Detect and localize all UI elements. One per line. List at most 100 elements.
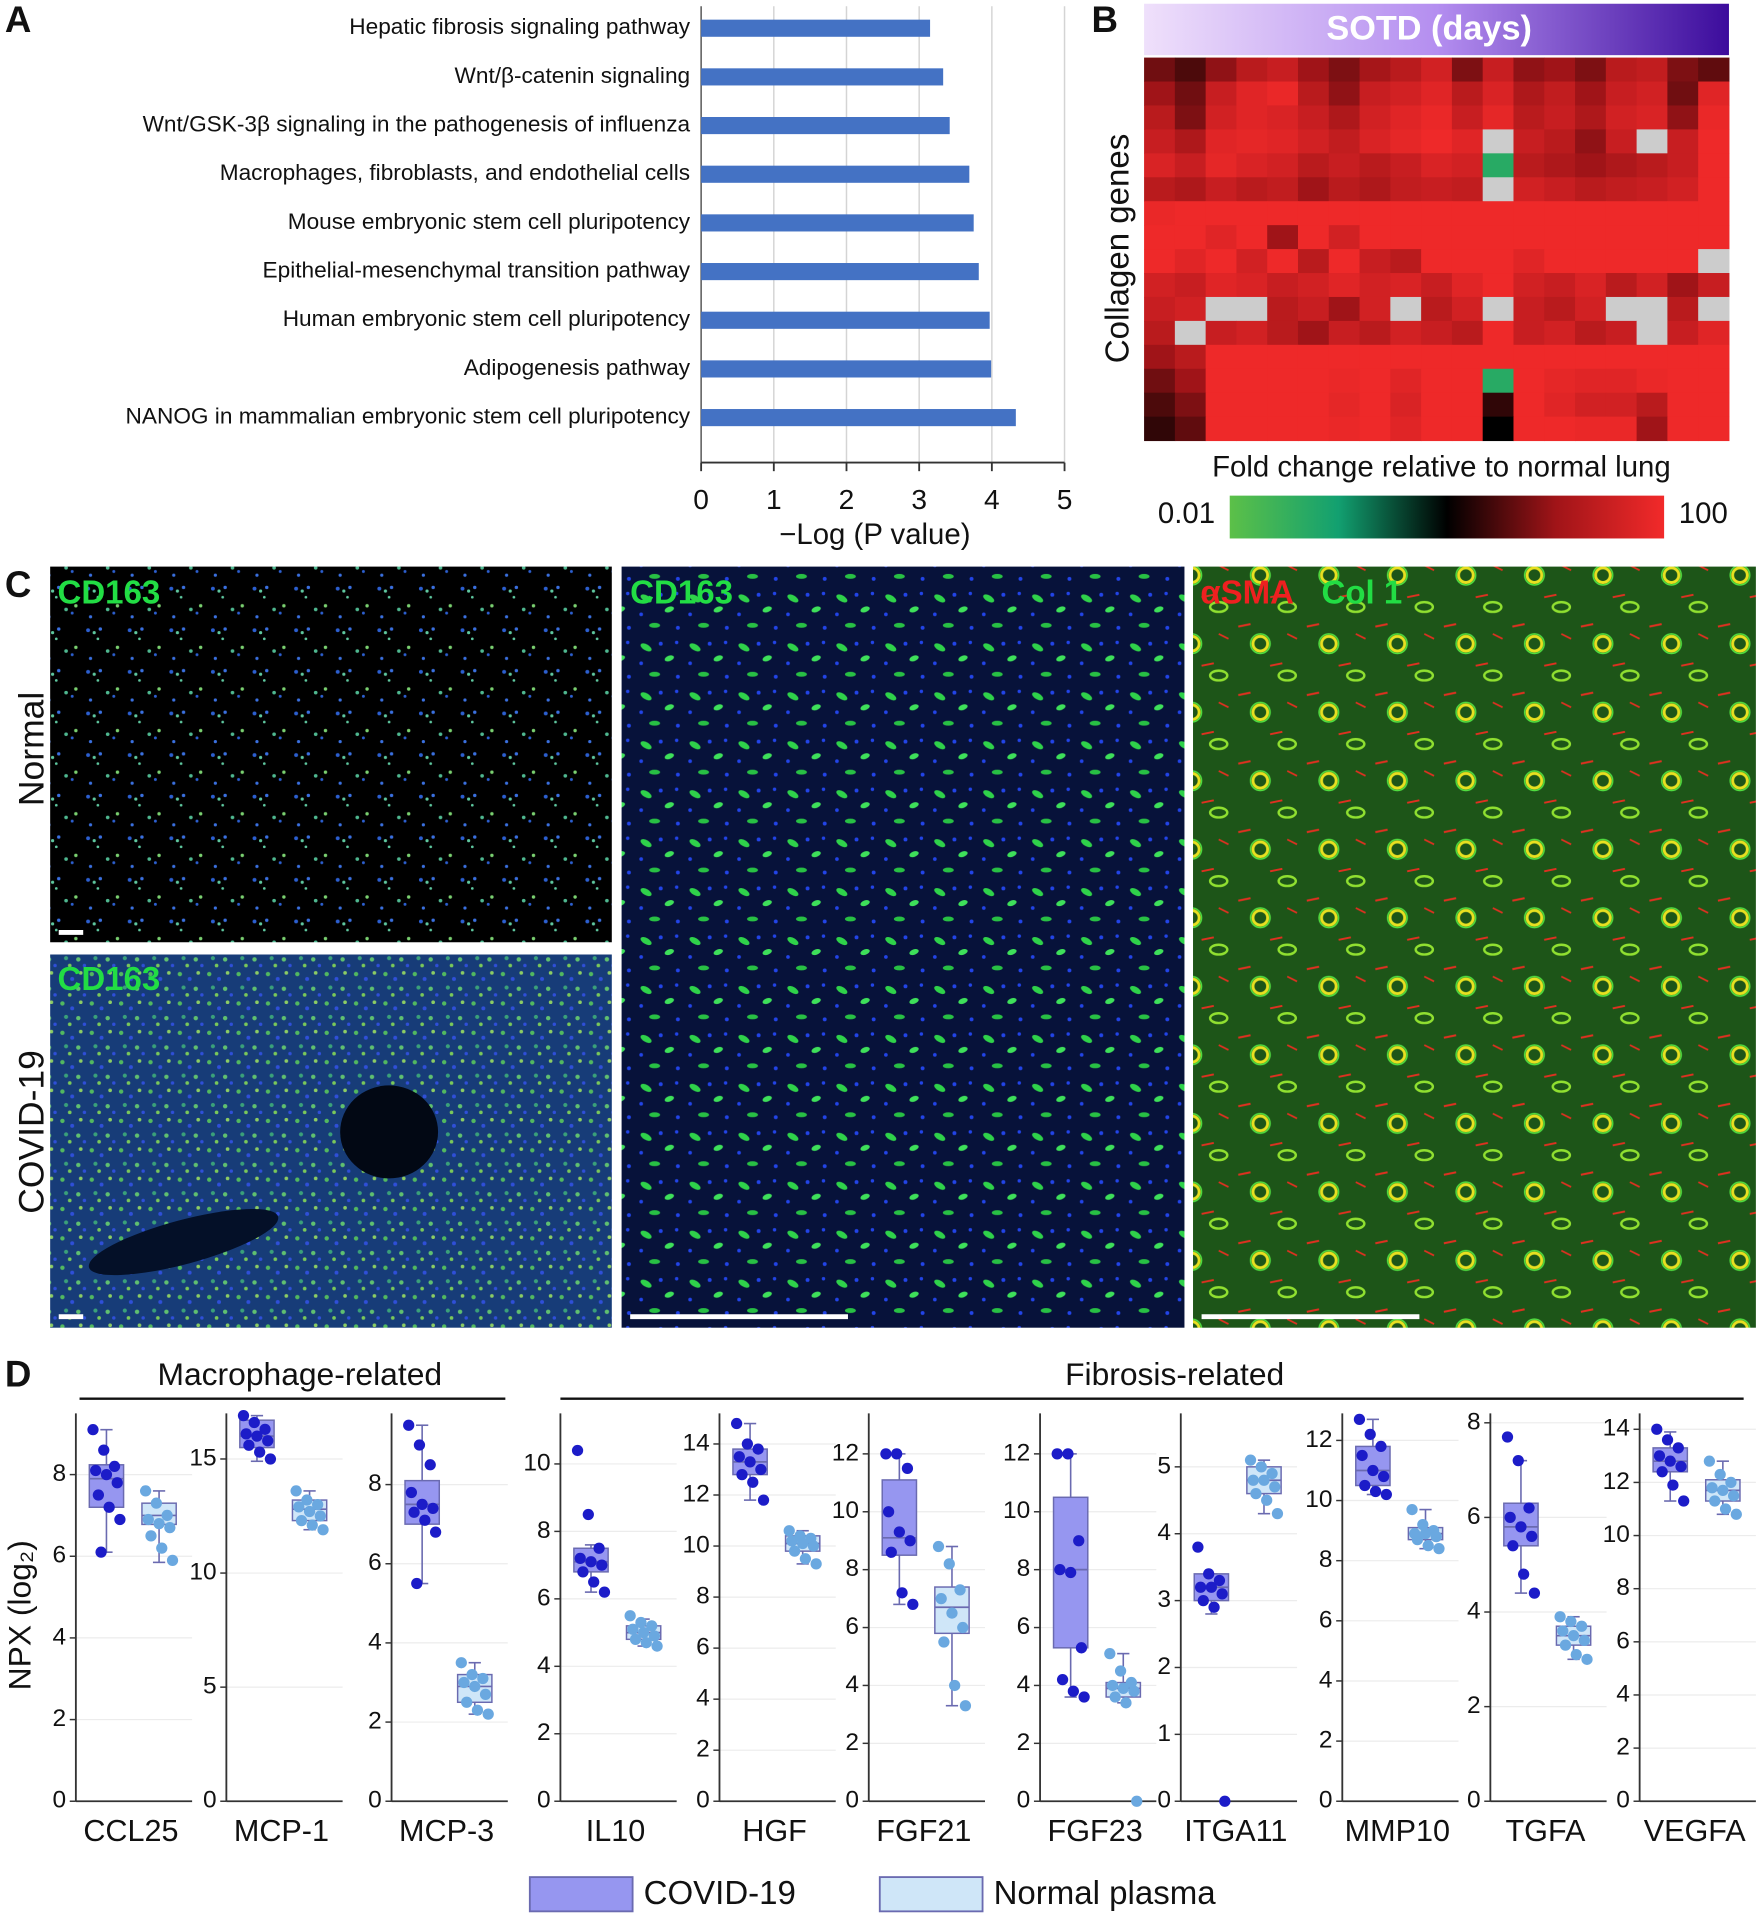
data-point [1378,1470,1390,1483]
data-point [1125,1676,1137,1689]
heatmap-cell [1698,129,1730,154]
y-tick-label: 0 [368,1787,382,1814]
heatmap-cell [1236,153,1268,178]
heatmap-cell [1205,225,1237,250]
heatmap-cell [1236,344,1268,370]
heatmap-cell [1144,177,1176,202]
heatmap-cell [1390,392,1422,418]
heatmap-cell [1482,368,1514,394]
missing-cell [1205,296,1237,322]
heatmap-cell [1482,201,1514,226]
data-point [237,1410,250,1422]
heatmap-cell [1513,129,1545,154]
data-point [1725,1476,1737,1489]
heatmap-cell [1390,344,1422,370]
heatmap-cell [1451,81,1484,106]
y-tick-label: 2 [537,1719,551,1746]
y-tick-label: 12 [682,1480,709,1507]
heatmap-cell [1575,57,1607,83]
heatmap-cell [1421,81,1453,106]
data-point [312,1498,324,1511]
heatmap-cell [1513,368,1545,394]
y-tick-label: 10 [523,1449,550,1476]
colorbar [1229,495,1665,539]
heatmap-cell [1667,416,1699,442]
heatmap-cell [1267,249,1299,274]
heatmap-cell [1359,392,1391,418]
y-tick-label: 2 [1157,1653,1171,1680]
colorbar-label: Fold change relative to normal lung [1212,450,1671,483]
heatmap-cell [1667,177,1699,202]
heatmap-cell [1482,57,1514,83]
data-point [429,1526,442,1538]
data-point [156,1542,168,1554]
heatmap-cell [1636,344,1668,370]
data-point [1208,1601,1220,1613]
y-tick-label: 0 [203,1787,217,1814]
y-tick-label: 4 [368,1628,382,1655]
sotd-gradient [1144,3,1729,56]
data-point [1406,1503,1418,1516]
y-tick-label: 2 [1017,1729,1031,1756]
heatmap-cell [1205,177,1237,202]
y-tick-label: 0 [52,1787,66,1814]
heatmap-cell [1667,296,1699,322]
row-label: COVID-19 [12,1050,52,1214]
data-point [880,1448,892,1460]
heatmap-cell [1605,416,1638,442]
heatmap-cell [1267,296,1299,322]
heatmap-cell [1205,81,1237,106]
heatmap-cell [1605,368,1638,394]
heatmap-cell [1421,320,1453,346]
heatmap-cell [1605,249,1638,274]
x-tick-label: FGF23 [1048,1814,1143,1848]
heatmap-cell [1575,344,1607,370]
data-point [1128,1685,1140,1697]
missing-cell [1636,320,1668,346]
row-label: Normal [12,692,52,806]
heatmap-cell [1482,320,1514,346]
heatmap-cell [1667,249,1699,274]
heatmap-cell [1544,249,1576,274]
heatmap-cell [1297,416,1330,442]
heatmap-cell [1451,225,1484,250]
data-point [596,1559,608,1571]
data-point [949,1679,961,1692]
data-point [783,1525,795,1537]
x-tick-label: 5 [1057,484,1073,515]
data-point [1203,1568,1215,1580]
data-point [1554,1611,1566,1623]
x-tick-label: 0 [693,484,709,515]
data-point [1247,1474,1259,1486]
data-point [954,1584,966,1596]
data-point [807,1540,820,1552]
y-tick-label: 10 [189,1559,216,1586]
y-tick-label: 8 [368,1470,382,1497]
y-tick-label: 0 [537,1787,551,1814]
data-point [946,1607,958,1619]
y-tick-label: 8 [1017,1555,1031,1582]
heatmap-cell [1359,320,1391,346]
data-point [295,1514,308,1527]
data-point [1353,1413,1366,1425]
heatmap-cell [1328,368,1361,394]
heatmap-cell [1605,177,1638,202]
heatmap-cell [1636,201,1668,226]
data-point [1667,1479,1679,1491]
data-point [243,1439,255,1451]
data-point [1417,1518,1429,1531]
data-point [477,1672,489,1685]
y-tick-label: 6 [1017,1613,1031,1640]
heatmap-cell [1205,153,1237,178]
y-tick-label: 14 [682,1429,709,1456]
heatmap-cell [1390,320,1422,346]
data-point [1219,1795,1231,1807]
data-point [1104,1647,1116,1660]
heatmap-cell [1174,296,1207,322]
heatmap-cell [1390,177,1422,202]
heatmap-cell [1482,153,1514,178]
data-point [810,1558,822,1570]
heatmap-cell [1267,344,1299,370]
data-point [741,1438,754,1450]
heatmap-cell [1451,153,1484,178]
